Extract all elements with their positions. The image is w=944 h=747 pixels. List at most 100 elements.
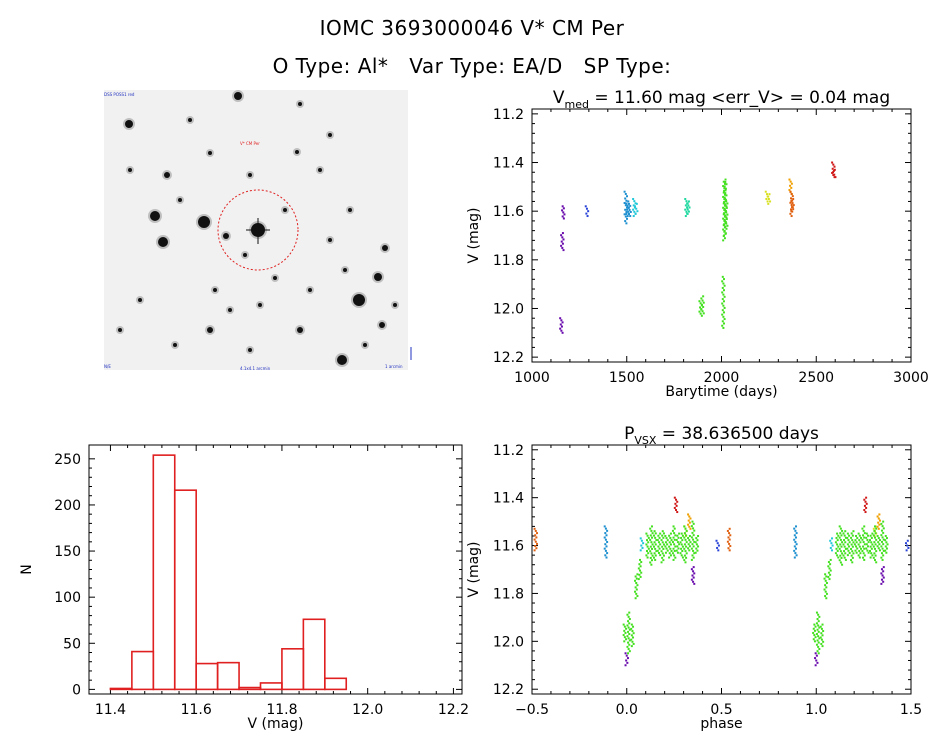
phased-data-point: [817, 630, 820, 633]
phased-data-point: [865, 532, 868, 535]
phased-data-point: [661, 530, 664, 533]
phased-data-point: [696, 549, 699, 552]
phased-data-point: [877, 517, 880, 520]
histogram-x-tick-label: 11.4: [95, 702, 126, 718]
lightcurve-data-point: [723, 223, 726, 226]
phased-data-point: [817, 620, 820, 623]
lightcurve-data-point: [684, 198, 687, 201]
lightcurve-data-point: [769, 200, 772, 203]
phased-data-point: [817, 635, 820, 638]
phased-data-point: [818, 626, 821, 629]
phased-data-point: [623, 636, 626, 639]
phased-data-point: [882, 531, 885, 534]
finder-star: [223, 233, 229, 239]
lightcurve-data-point: [788, 178, 791, 181]
phased-data-point: [850, 532, 853, 535]
phased-data-point: [880, 522, 883, 525]
phased-data-point: [843, 550, 846, 553]
lightcurve-data-point: [788, 188, 791, 191]
phased-data-point: [630, 645, 633, 648]
phased-data-point: [857, 543, 860, 546]
lightcurve-data-point: [563, 213, 566, 216]
phased-data-point: [882, 543, 885, 546]
phased-data-point: [635, 577, 638, 580]
phased-data-point: [688, 545, 691, 548]
lightcurve-data-point: [684, 215, 687, 218]
phased-data-point: [645, 549, 648, 552]
phased-data-point: [626, 624, 629, 627]
phased-data-point: [685, 541, 688, 544]
phased-data-point: [836, 554, 839, 557]
lightcurve-data-point: [625, 212, 628, 215]
phased-data-point: [882, 566, 885, 569]
lightcurve-data-point: [625, 222, 628, 225]
phased-data-point: [862, 552, 865, 555]
lightcurve-data-point: [624, 192, 627, 195]
phased-data-point: [691, 543, 694, 546]
finder-star: [208, 151, 212, 155]
finder-corner-bottom-right: 1 arcmin: [385, 364, 403, 369]
phased-data-point: [666, 539, 669, 542]
lightcurve-data-point: [632, 215, 635, 218]
lightcurve-data-point: [726, 213, 729, 216]
phased-data-point: [661, 556, 664, 559]
phased-data-point: [844, 558, 847, 561]
phased-data-point: [878, 523, 881, 526]
phased-data-point: [692, 522, 695, 525]
phased-data-point: [874, 554, 877, 557]
target-ring: [217, 189, 299, 271]
phased-data-point: [651, 543, 654, 546]
finder-star: [363, 343, 367, 347]
phased-data-point: [728, 538, 731, 541]
phased-data-point: [861, 538, 864, 541]
lightcurve-data-point: [561, 236, 564, 239]
phased-data-point: [875, 527, 878, 530]
finder-star: [125, 120, 133, 128]
phased-data-point: [820, 632, 823, 635]
lightcurve-data-point: [790, 197, 793, 200]
lightcurve-data-point: [635, 202, 638, 205]
phased-data-point: [882, 554, 885, 557]
lightcurve-data-point: [721, 280, 724, 283]
phased-data-point: [671, 541, 674, 544]
phased-data-point: [812, 627, 815, 630]
phased-data-point: [863, 525, 866, 528]
phased-data-point: [627, 648, 630, 651]
lightcurve-data-point: [626, 206, 629, 209]
phased-data-point: [646, 534, 649, 537]
phased-data-point: [534, 545, 537, 548]
phased-axes: −0.5 0.0 0.5 1.0 1.5 11.2 11.4 11.6 11.8 12.0 12.2…: [466, 424, 922, 732]
lightcurve-data-point: [560, 234, 563, 237]
lightcurve-data-point: [722, 278, 725, 281]
phased-data-point: [905, 542, 908, 545]
phased-data-point: [823, 588, 826, 591]
phased-data-point: [696, 539, 699, 542]
phased-data-point: [645, 554, 648, 557]
phased-data-point: [669, 532, 672, 535]
phased-data-point: [692, 538, 695, 541]
phased-data-point: [844, 530, 847, 533]
phased-data-point: [844, 547, 847, 550]
phased-data-point: [659, 554, 662, 557]
phased-data-point: [867, 541, 870, 544]
phased-data-point: [662, 547, 665, 550]
phased-data-point: [672, 536, 675, 539]
phased-data-point: [677, 536, 680, 539]
phased-data-point: [872, 556, 875, 559]
phased-data-point: [853, 543, 856, 546]
phased-data-point: [692, 556, 695, 559]
phased-data-point: [673, 532, 676, 535]
phased-data-point: [624, 631, 627, 634]
phased-data-point: [626, 661, 629, 664]
phased-data-point: [637, 567, 640, 570]
phased-data-point: [636, 584, 639, 587]
phased-data-point: [695, 537, 698, 540]
phased-data-point: [627, 626, 630, 629]
phased-data-point: [856, 547, 859, 550]
phased-data-point: [794, 552, 797, 555]
phased-data-point: [669, 543, 672, 546]
phased-data-point: [689, 527, 692, 530]
phased-data-point: [674, 502, 677, 505]
lightcurve-data-point: [725, 227, 728, 230]
phased-data-point: [816, 639, 819, 642]
